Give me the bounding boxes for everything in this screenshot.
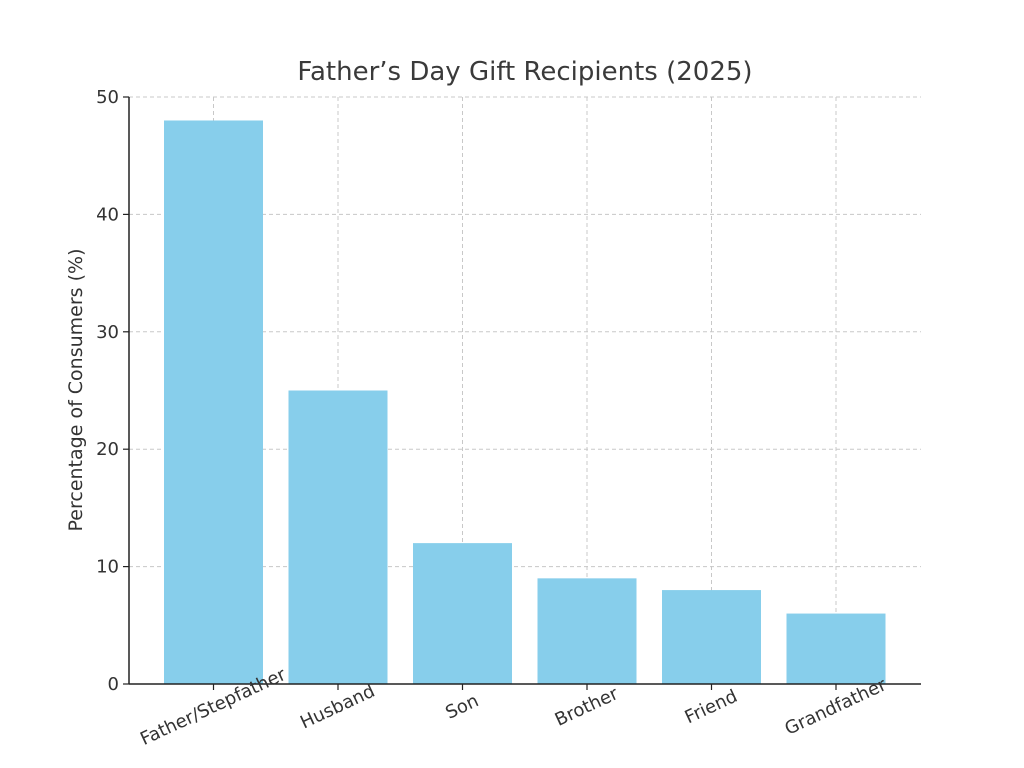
y-axis-label: Percentage of Consumers (%) bbox=[65, 249, 87, 532]
y-tick-label: 0 bbox=[108, 674, 119, 695]
x-tick-label: Son bbox=[442, 690, 482, 723]
x-tick-label: Friend bbox=[682, 686, 741, 728]
bar bbox=[288, 390, 388, 684]
bars-group bbox=[164, 120, 886, 685]
bar bbox=[537, 578, 637, 684]
y-tick-label: 50 bbox=[96, 87, 119, 108]
y-ticks-group: 0 10 20 30 40 50 bbox=[96, 87, 129, 695]
bar bbox=[164, 120, 263, 685]
axes-group bbox=[128, 97, 921, 685]
y-tick-label: 20 bbox=[96, 439, 119, 460]
y-tick-label: 40 bbox=[96, 204, 119, 225]
bar bbox=[413, 543, 512, 684]
y-tick-label: 30 bbox=[96, 322, 119, 343]
bar bbox=[662, 590, 761, 684]
chart-title: Father’s Day Gift Recipients (2025) bbox=[297, 57, 752, 87]
y-tick-label: 10 bbox=[96, 557, 119, 578]
bar bbox=[786, 613, 886, 684]
x-tick-label: Brother bbox=[552, 683, 622, 731]
